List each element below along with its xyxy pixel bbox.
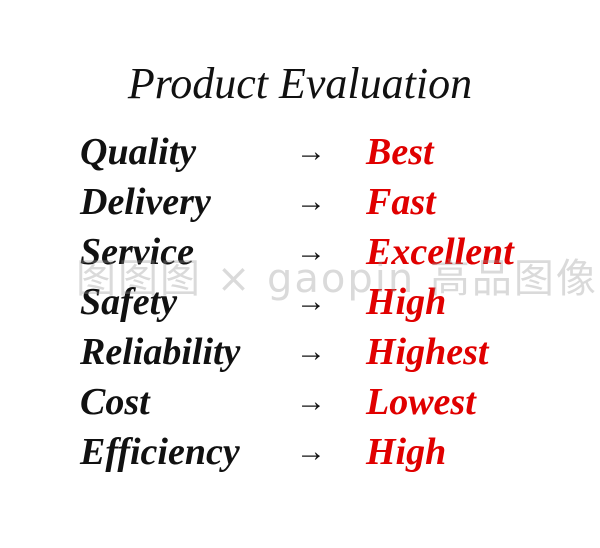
rating-value: High [366,281,447,323]
arrow-icon: → [296,335,326,368]
criterion-label: Quality [80,131,197,173]
evaluation-row: Efficiency → High [0,427,600,477]
rating-value: Excellent [366,231,514,273]
arrow-icon: → [296,385,326,418]
criterion-label: Reliability [80,331,241,373]
evaluation-row: Service → Excellent [0,227,600,277]
page-title: Product Evaluation [127,59,473,108]
arrow-icon: → [296,435,326,468]
evaluation-row: Quality → Best [0,127,600,177]
rating-value: Lowest [366,381,476,423]
arrow-icon: → [296,135,326,168]
arrow-icon: → [296,185,326,218]
rating-value: Fast [366,181,436,223]
criterion-label: Safety [80,281,178,323]
criterion-label: Service [80,231,194,273]
evaluation-row: Delivery → Fast [0,177,600,227]
evaluation-row: Cost → Lowest [0,377,600,427]
rating-value: Best [366,131,434,173]
criterion-label: Cost [80,381,150,423]
arrow-icon: → [296,285,326,318]
evaluation-row: Reliability → Highest [0,327,600,377]
criterion-label: Delivery [80,181,211,223]
evaluation-row: Safety → High [0,277,600,327]
rating-value: High [366,431,447,473]
criterion-label: Efficiency [80,431,240,473]
arrow-icon: → [296,235,326,268]
rating-value: Highest [366,331,489,373]
